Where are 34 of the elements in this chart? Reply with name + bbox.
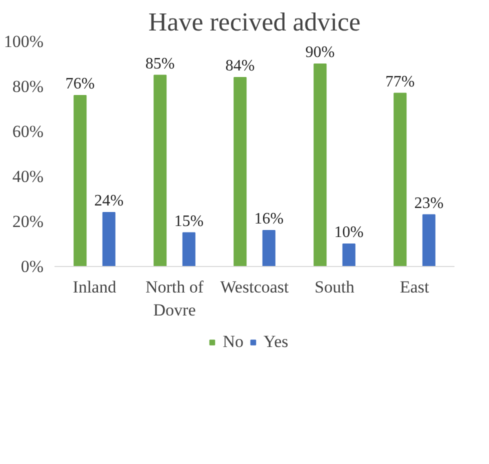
data-label: 85%: [145, 55, 175, 72]
y-tick-label: 40%: [12, 167, 44, 186]
data-label: 23%: [414, 194, 444, 212]
data-label: 77%: [385, 73, 415, 90]
y-tick-label: 20%: [12, 212, 44, 231]
data-label: 15%: [174, 212, 204, 230]
y-tick-label: 100%: [4, 32, 44, 51]
data-label: 90%: [305, 44, 335, 61]
bar: [74, 95, 87, 266]
bar: [394, 92, 407, 266]
x-tick-label: Inland: [72, 278, 117, 296]
bar: [234, 77, 247, 266]
x-tick-label: Westcoast: [220, 278, 290, 296]
x-tick-label: East: [400, 278, 430, 296]
y-tick-label: 0%: [20, 257, 44, 276]
bar: [262, 230, 276, 266]
bar: [342, 244, 356, 266]
data-label: 10%: [334, 224, 364, 241]
legend-label: No: [222, 332, 244, 352]
x-tick-label: South: [314, 278, 355, 296]
bar: [422, 214, 436, 266]
bar: [182, 232, 196, 266]
bar: [154, 74, 167, 266]
legend-label: Yes: [264, 332, 288, 352]
x-tick-label: North of Dovre: [145, 278, 204, 320]
data-label: 16%: [254, 210, 284, 228]
chart-title: Have recived advice: [148, 8, 361, 36]
bar: [314, 64, 327, 266]
bar: [102, 212, 116, 266]
y-tick-label: 60%: [12, 122, 44, 141]
data-label: 24%: [94, 192, 124, 210]
data-label: 84%: [225, 58, 255, 74]
data-label: 76%: [65, 76, 95, 92]
y-tick-label: 80%: [12, 77, 44, 96]
